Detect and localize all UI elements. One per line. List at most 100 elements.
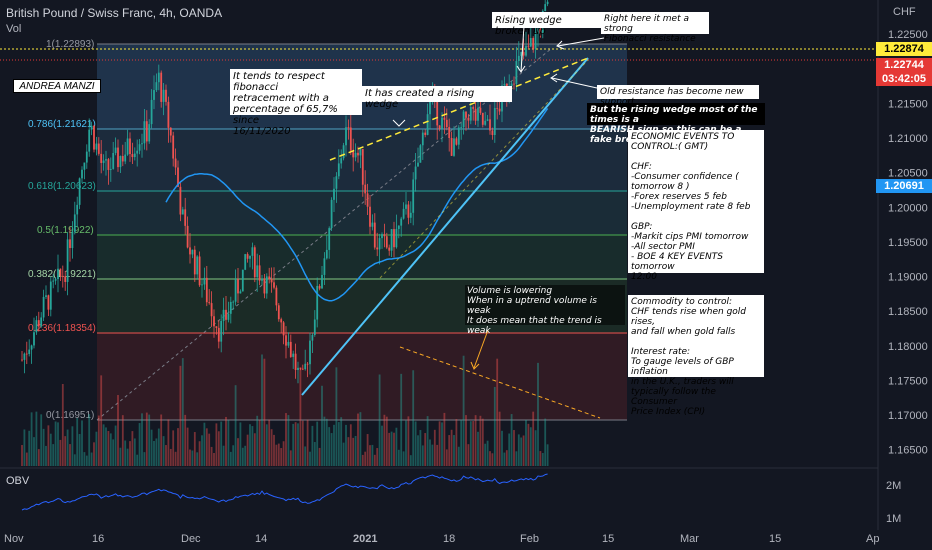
y-tick-label: 1.17000	[888, 410, 928, 422]
candle-body	[498, 108, 501, 112]
price-axis[interactable]: 1.16500 1.17000 1.17500 1.18000 1.18500 1.190…	[888, 29, 928, 456]
volume-bar	[340, 417, 343, 466]
volume-bar	[373, 454, 376, 466]
obv-pane-label[interactable]: OBV	[6, 475, 30, 487]
candle-body	[93, 125, 95, 150]
candle-body	[443, 117, 446, 120]
candle-body	[534, 32, 537, 49]
candle-body	[455, 138, 458, 145]
volume-bar	[85, 455, 88, 466]
candle-body	[52, 280, 55, 282]
volume-bar	[390, 431, 393, 466]
candle-body	[292, 353, 295, 357]
symbol-title[interactable]: British Pound / Swiss Franc, 4h, OANDA	[6, 6, 223, 20]
candle-body	[66, 239, 69, 282]
candle-body	[369, 206, 371, 227]
candle-body	[126, 138, 129, 155]
x-tick-label: Feb	[520, 533, 539, 545]
fib-label-0236: 0.236(1.18354)	[28, 323, 96, 334]
volume-bar	[496, 358, 499, 466]
candle-body	[114, 147, 117, 153]
candle-body	[378, 238, 381, 250]
candle-body	[400, 218, 403, 226]
candle-body	[61, 276, 64, 277]
candle-body	[301, 368, 304, 370]
candle-body	[268, 276, 271, 279]
volume-bar	[213, 452, 215, 466]
candle-body	[491, 130, 494, 136]
candle-body	[297, 367, 299, 370]
breakout-arrow-icon	[520, 25, 525, 73]
volume-bar	[445, 449, 448, 466]
time-axis[interactable]: Nov 16 Dec 14 2021 18 Feb 15 Mar 15 Ap	[4, 533, 879, 545]
volume-indicator-label[interactable]: Vol	[6, 23, 22, 35]
candle-body	[119, 156, 122, 168]
volume-bar	[289, 450, 292, 466]
volume-bar	[131, 431, 134, 466]
volume-bar	[198, 441, 201, 466]
candle-body	[457, 127, 460, 145]
candle-body	[321, 274, 323, 289]
volume-bar	[52, 444, 55, 466]
candle-body	[393, 229, 395, 248]
candle-body	[388, 247, 391, 251]
volume-bar	[129, 441, 131, 466]
candle-body	[407, 204, 410, 218]
candle-body	[57, 268, 59, 280]
x-tick-label: 14	[255, 533, 267, 545]
volume-bar	[263, 358, 266, 466]
candle-body	[477, 107, 479, 121]
volume-bar	[145, 412, 148, 466]
volume-bar	[210, 446, 213, 466]
candle-body	[537, 29, 539, 33]
volume-bar	[477, 431, 479, 466]
volume-bar	[205, 428, 208, 466]
volume-bar	[133, 438, 136, 466]
volume-bar	[167, 419, 170, 466]
volume-bar	[532, 411, 535, 466]
candle-body	[215, 326, 218, 328]
candle-body	[205, 277, 208, 303]
y-tick-label: 1.20000	[888, 202, 928, 214]
support-arrowhead-icon	[550, 73, 558, 83]
volume-bar	[179, 365, 182, 466]
volume-bar	[155, 438, 158, 466]
volume-bar	[148, 414, 151, 466]
candle-body	[371, 222, 374, 227]
candle-body	[249, 255, 251, 259]
candle-body	[201, 284, 203, 286]
candle-body	[287, 341, 290, 346]
volume-bar	[366, 434, 369, 466]
candle-body	[462, 111, 465, 128]
candle-body	[345, 127, 347, 146]
candle-body	[157, 72, 160, 83]
countdown-tag: 03:42:05	[876, 72, 932, 86]
candle-body	[59, 268, 62, 277]
candle-body	[117, 147, 119, 168]
volume-bar	[268, 419, 271, 466]
volume-bar	[441, 422, 443, 466]
volume-bar	[275, 444, 278, 466]
volume-bar	[443, 412, 446, 466]
volume-bar	[388, 432, 391, 466]
volume-bar	[54, 421, 57, 466]
x-tick-label: Ap	[866, 533, 879, 545]
candle-body	[479, 107, 482, 113]
commodity-note: Commodity to control: CHF tends rise whe…	[628, 295, 764, 417]
resistance-arrow-icon	[557, 37, 605, 47]
candle-body	[445, 119, 448, 127]
volume-bar	[249, 424, 251, 466]
candle-body	[246, 254, 249, 259]
fib-label-0: 0(1.16951)	[46, 410, 94, 421]
volume-bar	[42, 428, 45, 466]
volume-bar	[90, 452, 93, 466]
economic-events-note: ECONOMIC EVENTS TO CONTROL:( GMT) CHF: -…	[628, 130, 764, 282]
candle-body	[85, 151, 88, 163]
candle-body	[316, 285, 319, 320]
candle-body	[30, 345, 33, 350]
candle-body	[40, 317, 43, 327]
y-tick-label: 1.17500	[888, 375, 928, 387]
volume-bar	[361, 454, 364, 466]
volume-bar	[141, 413, 143, 466]
